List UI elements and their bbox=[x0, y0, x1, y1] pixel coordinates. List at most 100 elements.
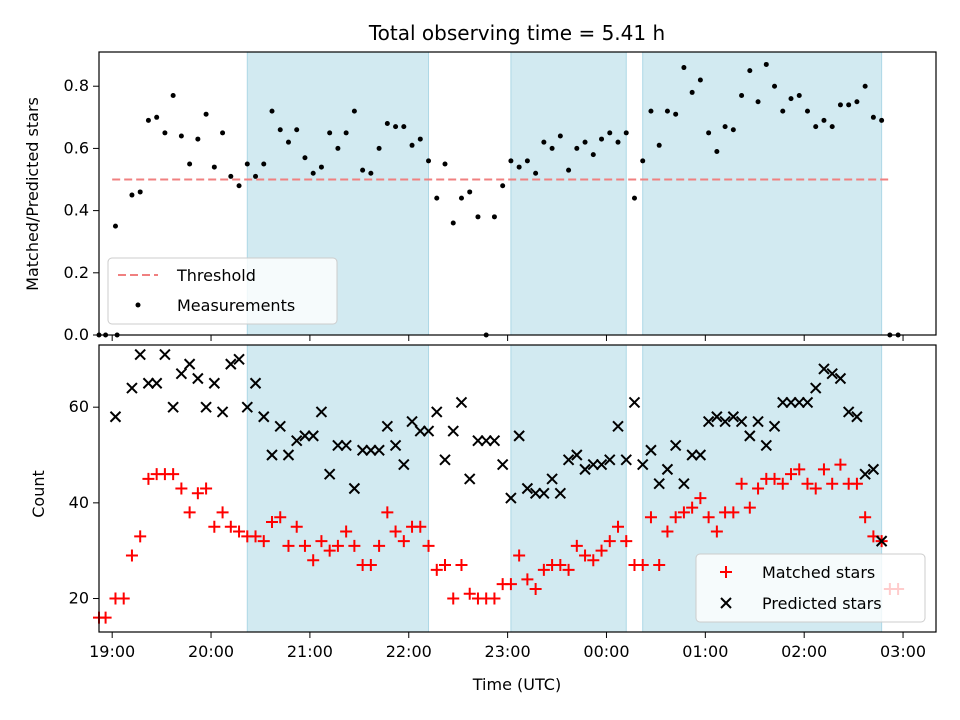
predicted-star-point bbox=[505, 492, 517, 504]
matched-star-point bbox=[315, 535, 328, 548]
matched-star-point bbox=[850, 477, 863, 490]
predicted-star-point bbox=[208, 377, 221, 389]
measurement-point bbox=[837, 102, 843, 108]
matched-star-point bbox=[677, 506, 690, 519]
measurement-point bbox=[879, 117, 885, 123]
matched-star-point bbox=[463, 587, 476, 600]
matched-star-point bbox=[340, 525, 353, 538]
measurement-point bbox=[450, 220, 456, 226]
measurement-point bbox=[475, 214, 481, 220]
x-tick-label: 02:00 bbox=[781, 642, 827, 661]
bottom-y-axis-label: Count bbox=[29, 470, 48, 518]
y-tick-label: 20 bbox=[69, 589, 89, 608]
measurement-point bbox=[343, 130, 349, 136]
predicted-star-point bbox=[496, 458, 509, 471]
measurement-point bbox=[854, 99, 860, 105]
measurement-point bbox=[599, 136, 605, 142]
predicted-star-point bbox=[150, 377, 163, 389]
predicted-star-point bbox=[241, 401, 253, 413]
predicted-star-point bbox=[513, 430, 525, 442]
matched-star-point bbox=[785, 468, 798, 481]
matched-star-point bbox=[200, 482, 213, 495]
bottom-legend: Matched stars Predicted stars bbox=[695, 553, 926, 623]
matched-star-point bbox=[579, 549, 592, 562]
predicted-star-point bbox=[365, 444, 377, 456]
measurement-point bbox=[335, 145, 341, 151]
predicted-star-point bbox=[628, 396, 641, 409]
measurement-point bbox=[220, 130, 226, 136]
predicted-star-point bbox=[488, 434, 501, 447]
measurement-point bbox=[137, 189, 143, 195]
predicted-star-point bbox=[183, 358, 196, 370]
bottom-axes-frame bbox=[98, 344, 937, 633]
x-tick-label: 19:00 bbox=[89, 642, 135, 661]
top-legend: Threshold Measurements bbox=[107, 257, 338, 325]
measurement-point bbox=[640, 158, 646, 164]
matched-star-point bbox=[817, 463, 830, 476]
measurement-point bbox=[582, 139, 588, 145]
matched-star-point bbox=[661, 525, 674, 538]
predicted-star-point bbox=[406, 415, 418, 428]
matched-star-point bbox=[776, 477, 789, 490]
matched-star-point bbox=[702, 511, 715, 524]
predicted-star-point bbox=[142, 377, 155, 389]
measurement-point bbox=[772, 83, 778, 89]
measurement-point bbox=[442, 161, 448, 167]
predicted-star-point bbox=[389, 439, 402, 452]
measurement-point bbox=[557, 133, 563, 139]
matched-star-point bbox=[587, 554, 600, 567]
measurement-point bbox=[211, 164, 217, 170]
predicted-star-point bbox=[167, 401, 179, 413]
measurement-point bbox=[714, 149, 720, 155]
predicted-star-point bbox=[216, 406, 229, 418]
measurement-point bbox=[203, 111, 209, 117]
matched-star-point bbox=[537, 563, 550, 576]
measurement-point bbox=[862, 83, 868, 89]
predicted-star-point bbox=[669, 439, 682, 452]
predicted-star-point bbox=[777, 396, 789, 409]
measurement-point bbox=[623, 130, 629, 136]
y-tick-label: 0.6 bbox=[64, 138, 89, 157]
legend-predicted-label: Predicted stars bbox=[762, 594, 882, 613]
predicted-star-point bbox=[587, 458, 599, 471]
matched-star-point bbox=[249, 530, 262, 543]
matched-star-point bbox=[455, 559, 468, 572]
x-tick-label: 20:00 bbox=[188, 642, 234, 661]
predicted-star-point bbox=[571, 449, 583, 461]
predicted-star-point bbox=[447, 425, 459, 437]
measurement-point bbox=[804, 108, 810, 114]
predicted-star-point bbox=[595, 458, 608, 471]
measurement-point bbox=[590, 152, 596, 158]
legend-matched-swatch bbox=[720, 566, 732, 578]
measurement-point bbox=[796, 93, 802, 99]
top-x-ticks bbox=[111, 335, 904, 341]
x-tick-label: 21:00 bbox=[287, 642, 333, 661]
predicted-star-point bbox=[793, 396, 805, 409]
matched-star-point bbox=[134, 530, 147, 543]
predicted-star-point bbox=[859, 468, 871, 480]
predicted-star-point bbox=[225, 358, 237, 370]
predicted-star-point bbox=[579, 463, 591, 476]
predicted-star-point bbox=[711, 411, 723, 423]
measurement-point bbox=[780, 108, 786, 114]
measurement-point bbox=[393, 124, 399, 130]
y-tick-label: 0.4 bbox=[64, 201, 89, 220]
top-axes-frame bbox=[98, 51, 937, 336]
predicted-star-point bbox=[661, 463, 674, 476]
predicted-star-point bbox=[340, 439, 352, 452]
predicted-star-point bbox=[867, 463, 880, 476]
predicted-star-point bbox=[554, 487, 567, 499]
measurement-point bbox=[739, 93, 745, 99]
measurement-point bbox=[706, 130, 712, 136]
matched-star-point bbox=[669, 511, 682, 524]
predicted-star-point bbox=[323, 468, 336, 480]
predicted-star-point bbox=[810, 382, 822, 394]
matched-star-point bbox=[183, 506, 196, 519]
measurement-point bbox=[656, 142, 662, 148]
y-tick-label: 60 bbox=[69, 397, 89, 416]
predicted-star-point bbox=[875, 535, 888, 547]
predicted-star-point bbox=[826, 367, 838, 380]
x-tick-label: 00:00 bbox=[583, 642, 629, 661]
matched-star-point bbox=[125, 549, 138, 562]
predicted-star-point bbox=[192, 372, 204, 385]
